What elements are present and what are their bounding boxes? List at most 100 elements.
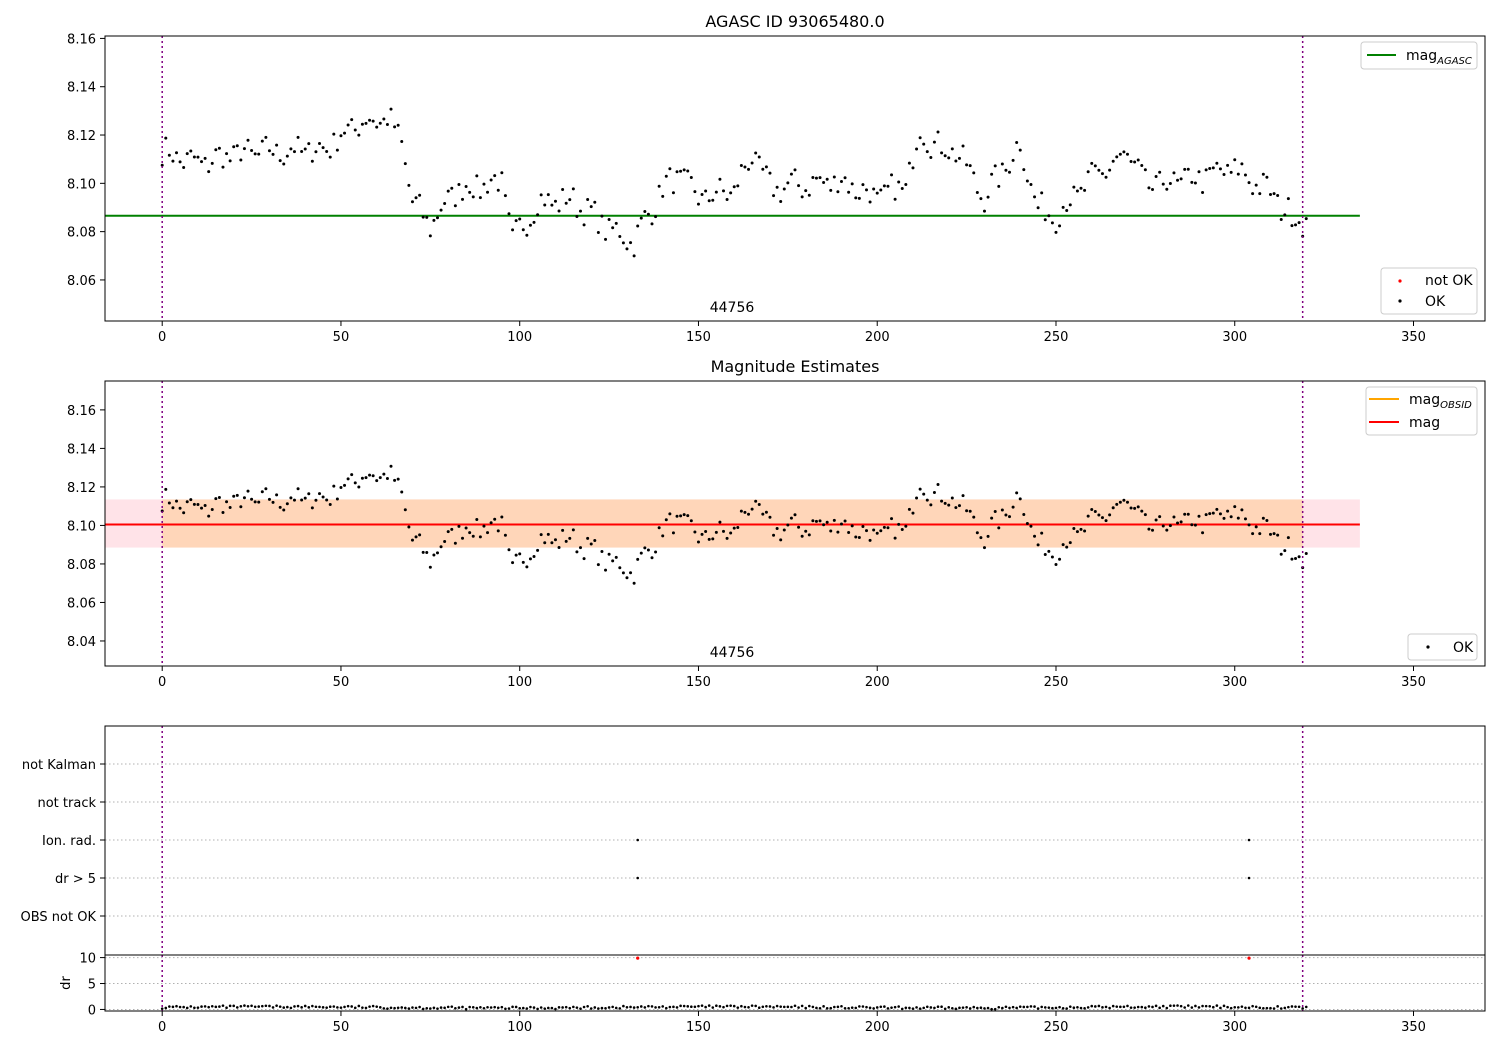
ok-point bbox=[1151, 187, 1155, 191]
dr-point bbox=[282, 1006, 286, 1009]
dr-point bbox=[1008, 1006, 1011, 1010]
dr-point bbox=[990, 1007, 993, 1011]
ok-point bbox=[561, 528, 565, 532]
dr-point bbox=[1186, 1004, 1190, 1007]
ok-point bbox=[250, 497, 254, 501]
ok-point bbox=[686, 514, 690, 518]
ok-point bbox=[178, 506, 182, 510]
ok-point bbox=[1197, 514, 1201, 518]
dr-point bbox=[1108, 1006, 1111, 1010]
ok-point bbox=[432, 553, 436, 557]
ok-point bbox=[418, 193, 422, 197]
ok-point bbox=[975, 191, 979, 195]
dr-point bbox=[704, 1005, 707, 1009]
y-tick-label: 8.10 bbox=[67, 519, 96, 534]
ok-point bbox=[732, 526, 736, 530]
ok-point bbox=[993, 164, 997, 168]
panel2-obsid-label: 44756 bbox=[710, 645, 755, 661]
ok-point bbox=[267, 149, 271, 153]
dr-point bbox=[664, 1006, 668, 1010]
flag-label: OBS not OK bbox=[21, 910, 97, 925]
ok-point bbox=[568, 198, 572, 202]
ok-point bbox=[1036, 206, 1040, 210]
panel1-y-axis: 8.06 8.08 8.10 8.12 8.14 8.16 bbox=[67, 32, 105, 289]
ok-point bbox=[178, 160, 182, 164]
dr-point bbox=[765, 1004, 768, 1008]
ok-point bbox=[1172, 171, 1176, 175]
dr-point bbox=[361, 1006, 364, 1009]
ok-point bbox=[643, 546, 647, 550]
ok-point bbox=[761, 512, 765, 516]
ok-point bbox=[1290, 224, 1294, 228]
ok-point bbox=[900, 186, 904, 190]
ok-point bbox=[418, 533, 422, 537]
dr-point bbox=[389, 1006, 393, 1010]
panel-dr: 0 5 10 0 50 100 150 200 250 300 350 dr bbox=[59, 952, 1486, 1035]
ok-point bbox=[350, 118, 354, 122]
ok-point bbox=[486, 190, 490, 194]
ok-point bbox=[1129, 506, 1133, 510]
ok-point bbox=[475, 174, 479, 178]
ok-point bbox=[396, 477, 400, 481]
ok-point bbox=[1125, 500, 1129, 504]
ok-point bbox=[1186, 167, 1190, 171]
dr-point bbox=[378, 1006, 382, 1009]
ok-point bbox=[393, 125, 397, 129]
ok-point bbox=[843, 519, 847, 523]
ok-point bbox=[228, 159, 232, 163]
ok-point bbox=[493, 174, 497, 178]
dr-point bbox=[968, 1007, 972, 1010]
ok-point bbox=[1272, 192, 1276, 196]
dr-point bbox=[1079, 1006, 1083, 1010]
dr-point bbox=[597, 1007, 600, 1010]
ok-point bbox=[1050, 221, 1054, 225]
dr-point bbox=[414, 1006, 418, 1010]
ok-point bbox=[275, 143, 279, 147]
ok-point bbox=[357, 485, 361, 489]
ok-point bbox=[854, 196, 858, 200]
ok-point bbox=[1283, 549, 1287, 553]
ok-point bbox=[575, 550, 579, 554]
dr-point bbox=[732, 1004, 736, 1008]
ok-point bbox=[1100, 172, 1104, 176]
ok-point bbox=[346, 123, 350, 127]
ok-point bbox=[196, 503, 200, 507]
ok-point bbox=[536, 213, 540, 217]
ok-point bbox=[353, 128, 357, 132]
ok-point bbox=[521, 228, 525, 232]
ok-point bbox=[657, 184, 661, 188]
ok-point bbox=[267, 497, 271, 501]
ok-point bbox=[940, 499, 944, 503]
ok-point bbox=[478, 535, 482, 539]
ok-point bbox=[929, 156, 933, 160]
ok-point bbox=[239, 505, 243, 509]
ok-point bbox=[625, 576, 629, 580]
dr-point bbox=[210, 1004, 214, 1008]
ok-point bbox=[414, 535, 418, 539]
dr-point bbox=[657, 1005, 661, 1009]
ok-point bbox=[393, 478, 397, 482]
y-tick-label: 8.08 bbox=[67, 226, 96, 241]
ok-point bbox=[346, 477, 350, 481]
ok-point bbox=[589, 205, 593, 209]
ok-point bbox=[818, 519, 822, 523]
dr-point bbox=[321, 1006, 325, 1009]
dr-point bbox=[1147, 1005, 1151, 1008]
ok-point bbox=[446, 189, 450, 193]
ok-point bbox=[292, 498, 296, 502]
ok-point bbox=[371, 119, 375, 123]
dr-point bbox=[679, 1004, 682, 1008]
dr-point bbox=[482, 1006, 486, 1010]
dr-point bbox=[1133, 1006, 1136, 1009]
ok-point bbox=[1140, 163, 1144, 167]
ok-point bbox=[182, 165, 186, 169]
ok-point bbox=[668, 512, 672, 516]
x-tick-label: 150 bbox=[686, 1020, 711, 1035]
ok-point bbox=[1115, 502, 1119, 506]
dr-point bbox=[632, 1006, 636, 1009]
legend-obsid-label: mag bbox=[1409, 392, 1440, 408]
ok-point bbox=[600, 550, 604, 554]
ok-point bbox=[736, 525, 740, 529]
dr-point bbox=[193, 1006, 196, 1010]
